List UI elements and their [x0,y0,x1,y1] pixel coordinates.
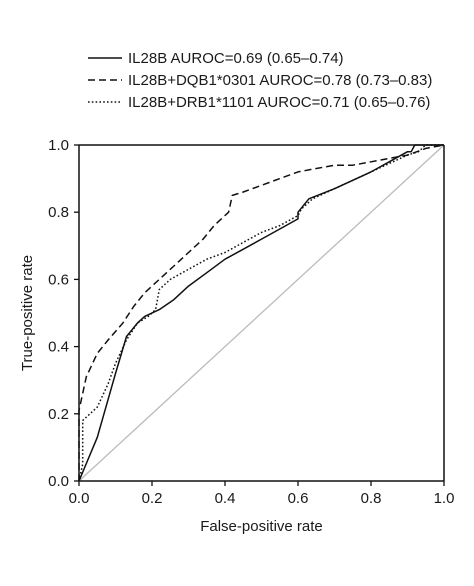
legend-label-3: IL28B+DRB1*1101 AUROC=0.71 (0.65–0.76) [128,94,430,111]
y-tick-label: 0.0 [48,473,69,490]
x-tick-label: 0.2 [142,490,163,507]
y-tick-label: 0.6 [48,271,69,288]
axes: 0.0 0.2 0.4 0.6 0.8 1.0 0.0 0.2 0.4 0.6 0.8 1.0 [48,137,454,507]
x-tick-label: 0.8 [361,490,382,507]
y-tick-label: 0.8 [48,204,69,221]
x-tick-label: 0.0 [69,490,90,507]
series-line-1 [78,144,444,482]
y-tick-label: 0.2 [48,406,69,423]
x-tick-label: 0.4 [215,490,236,507]
y-tick-label: 1.0 [48,137,69,154]
plot-area [78,144,445,482]
series-line-3 [78,144,444,482]
legend: IL28B AUROC=0.69 (0.65–0.74) IL28B+DQB1*0… [88,50,432,111]
series-line-2 [78,144,445,481]
legend-label-2: IL28B+DQB1*0301 AUROC=0.78 (0.73–0.83) [128,72,432,89]
reference-diagonal [78,144,445,482]
y-axis-title: True-positive rate [19,255,36,371]
x-tick-label: 0.6 [288,490,309,507]
y-tick-label: 0.4 [48,339,69,356]
x-tick-label: 1.0 [434,490,455,507]
x-axis-title: False-positive rate [200,518,323,535]
legend-label-1: IL28B AUROC=0.69 (0.65–0.74) [128,50,344,67]
